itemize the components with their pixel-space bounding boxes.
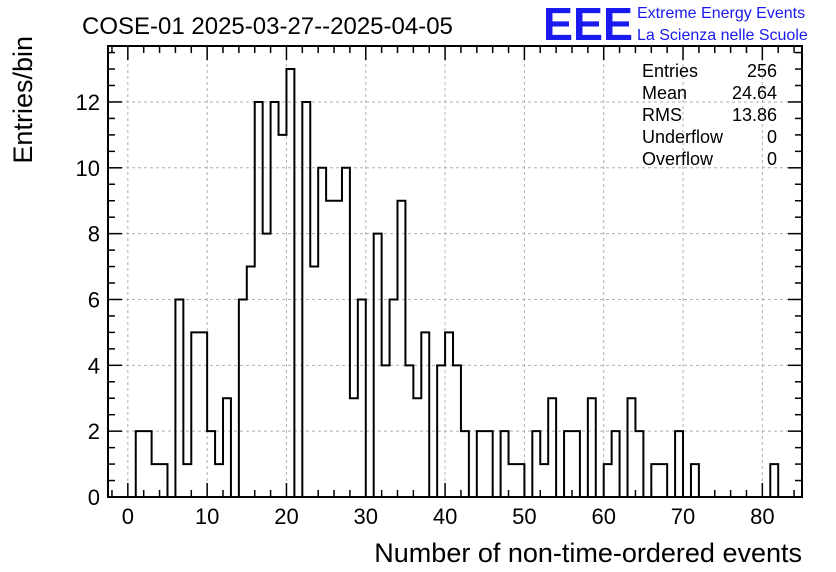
plot-frame [107,45,803,498]
y-tick-label: 2 [88,419,100,444]
stats-underflow-value: 0 [767,127,777,147]
y-tick-label: 12 [76,90,100,115]
stats-overflow-value: 0 [767,149,777,169]
x-tick-label: 20 [274,504,298,529]
y-tick-label: 8 [88,222,100,247]
x-tick-label: 40 [433,504,457,529]
x-tick-label: 60 [591,504,615,529]
histogram-outline [127,68,802,498]
eee-logo-letters: EEE [543,0,633,50]
axis-ticks [108,46,802,498]
eee-logo-line2: La Scienza nelle Scuole [637,27,808,44]
stats-rms-label: RMS [642,105,682,125]
x-tick-label: 10 [195,504,219,529]
y-tick-label: 4 [88,353,100,378]
chart-title: COSE-01 2025-03-27--2025-04-05 [82,13,453,40]
stats-rms-value: 13.86 [732,105,777,125]
axis-tick-labels: 0 10 20 30 40 50 60 70 80 0 2 4 6 8 10 12 [76,90,775,529]
stats-box: Entries 256 Mean 24.64 RMS 13.86 Underfl… [642,61,777,169]
stats-underflow-label: Underflow [642,127,724,147]
stats-mean-label: Mean [642,83,687,103]
y-axis-title: Entries/bin [8,36,38,164]
x-tick-label: 30 [354,504,378,529]
y-tick-label: 10 [76,156,100,181]
x-axis-title: Number of non-time-ordered events [374,538,802,568]
y-tick-label: 0 [88,485,100,510]
stats-mean-value: 24.64 [732,83,777,103]
y-tick-label: 6 [88,287,100,312]
stats-entries-value: 256 [747,61,777,81]
eee-logo: EEE Extreme Energy Events La Scienza nel… [543,0,808,50]
stats-overflow-label: Overflow [642,149,714,169]
x-tick-label: 0 [122,504,134,529]
stats-entries-label: Entries [642,61,698,81]
grid-lines [108,46,802,498]
eee-logo-line1: Extreme Energy Events [637,5,805,22]
x-tick-label: 80 [750,504,774,529]
x-tick-label: 50 [512,504,536,529]
x-tick-label: 70 [671,504,695,529]
